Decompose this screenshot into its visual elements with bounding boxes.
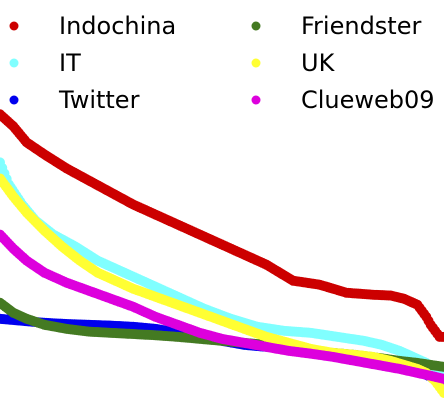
legend-label: IT [59,49,81,77]
legend-label: Friendster [301,12,421,40]
legend-marker [251,58,261,68]
legend-marker [9,95,19,105]
legend-item-twitter: Twitter [9,86,140,114]
legend-item-indochina: Indochina [9,12,176,40]
data-point [439,361,444,372]
legend-item-clueweb09: Clueweb09 [251,86,435,114]
data-point [439,331,444,342]
legend-label: Twitter [58,86,140,114]
legend-marker [251,95,261,105]
legend-marker [9,58,19,68]
series-clueweb09 [0,229,444,384]
legend-label: Indochina [59,12,176,40]
series-indochina [0,109,444,342]
data-point [439,387,444,398]
legend-item-it: IT [9,49,81,77]
plot-area [0,109,444,398]
legend-label: UK [301,49,336,77]
legend-label: Clueweb09 [301,86,435,114]
legend-marker [251,21,261,31]
data-point [439,373,444,384]
legend-marker [9,21,19,31]
legend: Indochina IT Twitter Friendster UK Clueweb09 [9,12,435,114]
legend-item-friendster: Friendster [251,12,421,40]
legend-item-uk: UK [251,49,336,77]
